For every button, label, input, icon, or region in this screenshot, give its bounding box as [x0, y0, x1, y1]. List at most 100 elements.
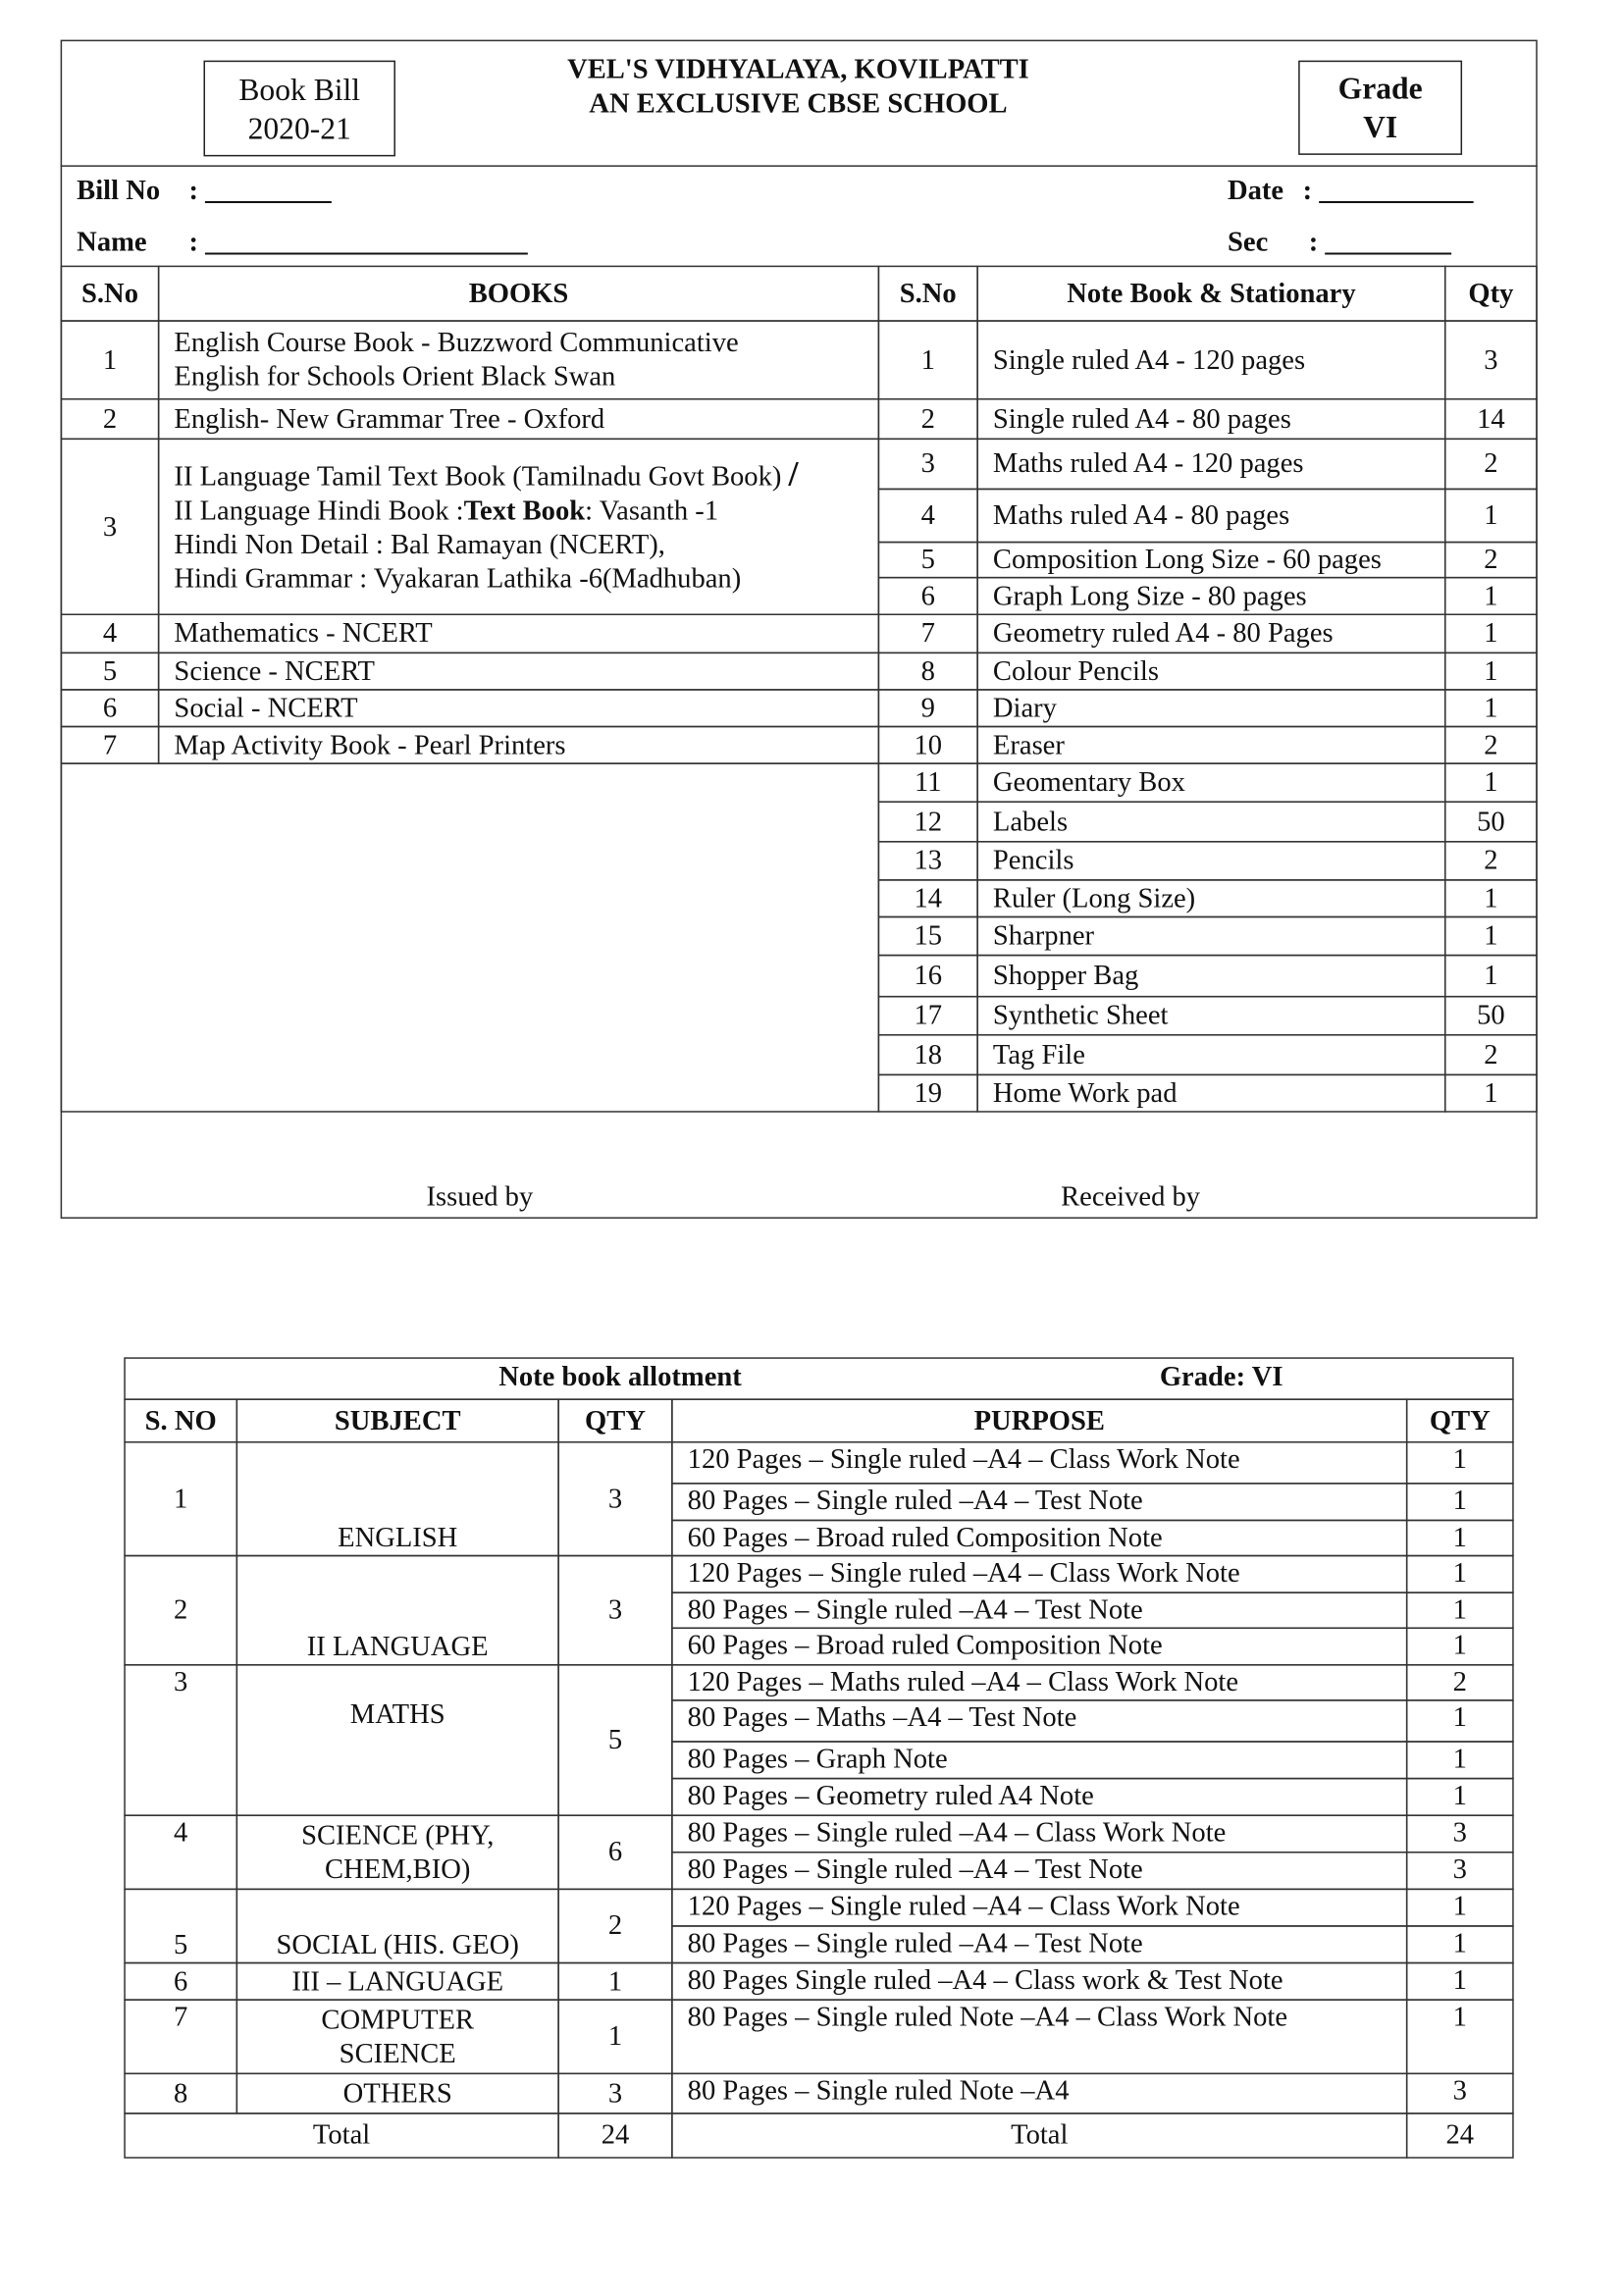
issued-by-label: Issued by [426, 1181, 534, 1213]
group-subject-text: CHEM,BIO) [325, 1853, 471, 1885]
name-field[interactable]: : _______________________ [188, 227, 528, 259]
header-qty2-text: QTY [1429, 1405, 1491, 1436]
bill-year: 2020-21 [247, 110, 351, 146]
stationery-qty: 1 [1444, 576, 1538, 616]
purpose-qty-text: 1 [1452, 2002, 1467, 2033]
stationery-qty: 2 [1444, 541, 1538, 579]
group-subject-text: COMPUTER [321, 2004, 475, 2036]
total-qty: 24 [1405, 2113, 1514, 2159]
stationery-qty-text: 50 [1477, 1000, 1505, 1032]
book-sno: 2 [60, 397, 160, 441]
purpose-text: 120 Pages – Single ruled –A4 – Class Wor… [687, 1557, 1240, 1590]
purpose-qty: 2 [1405, 1664, 1514, 1701]
school-header: VEL'S VIDHYALAYA, KOVILPATTI AN EXCLUSIV… [443, 53, 1154, 121]
purpose-qty: 1 [1405, 1592, 1514, 1629]
purpose-text: 80 Pages – Single ruled –A4 – Test Note [687, 1594, 1143, 1626]
allotment-title: Note book allotment [498, 1360, 886, 1397]
date-field[interactable]: : ___________ [1302, 175, 1474, 207]
separator: / [788, 454, 799, 494]
stationery-item-text: Maths ruled A4 - 80 pages [992, 499, 1290, 532]
header-purpose: PURPOSE [671, 1398, 1408, 1443]
book-line-text: II Language Tamil Text Book (Tamilnadu G… [174, 460, 782, 493]
stationery-qty: 1 [1444, 879, 1538, 918]
stationery-item-text: Sharpner [992, 920, 1095, 952]
purpose: 120 Pages – Single ruled –A4 – Class Wor… [671, 1441, 1408, 1485]
purpose-qty-text: 1 [1452, 1557, 1467, 1590]
stationery-sno: 2 [877, 397, 978, 441]
stationery-qty-text: 50 [1477, 806, 1505, 838]
purpose-qty-text: 1 [1452, 1702, 1467, 1734]
total-qty-text: 24 [601, 2119, 630, 2152]
group-subject: ENGLISH [236, 1441, 559, 1557]
stationery-sno: 18 [877, 1034, 978, 1076]
grade-label: Grade [1337, 71, 1423, 107]
header-qty-text: QTY [585, 1405, 646, 1436]
purpose: 80 Pages – Single ruled –A4 – Test Note [671, 1925, 1408, 1964]
stationery-item: Synthetic Sheet [976, 995, 1446, 1036]
stationery-qty-text: 2 [1484, 448, 1498, 480]
stationery-qty: 1 [1444, 954, 1538, 998]
purpose-text: 80 Pages – Single ruled –A4 – Test Note [687, 1486, 1143, 1517]
group-qty-text: 6 [607, 1836, 623, 1868]
stationery-qty: 2 [1444, 841, 1538, 881]
bill-no-field[interactable]: : _________ [188, 175, 332, 207]
stationery-sno-text: 8 [920, 655, 935, 687]
purpose: 120 Pages – Single ruled –A4 – Class Wor… [671, 1554, 1408, 1593]
stationery-item: Geomentary Box [976, 762, 1446, 803]
group-qty-text: 3 [607, 1483, 623, 1515]
empty-area [60, 762, 880, 1113]
total-qty-text: 24 [1445, 2119, 1475, 2152]
divider [60, 165, 1538, 167]
stationery-item: Graph Long Size - 80 pages [976, 576, 1446, 616]
purpose-qty: 3 [1405, 2072, 1514, 2114]
school-tagline: AN EXCLUSIVE CBSE SCHOOL [589, 88, 1008, 120]
book-line: II Language Tamil Text Book (Tamilnadu G… [174, 454, 799, 494]
purpose-text: 80 Pages – Single ruled –A4 – Test Note [687, 1928, 1143, 1959]
bill-title: Book Bill [238, 71, 361, 108]
header-purpose-text: PURPOSE [973, 1405, 1105, 1436]
book-title: II Language Tamil Text Book (Tamilnadu G… [157, 438, 880, 616]
purpose-qty-text: 2 [1452, 1667, 1467, 1698]
stationery-item-text: Diary [992, 692, 1057, 724]
group-sno-text: 1 [174, 1483, 188, 1515]
stationery-item: Tag File [976, 1034, 1446, 1076]
group-qty-text: 2 [607, 1910, 623, 1942]
book-sno: 5 [60, 652, 160, 691]
stationery-sno: 16 [877, 954, 978, 998]
book-title: English- New Grammar Tree - Oxford [157, 397, 880, 441]
stationery-sno: 5 [877, 541, 978, 579]
stationery-sno-text: 7 [920, 618, 935, 650]
purpose-text: 120 Pages – Maths ruled –A4 – Class Work… [687, 1667, 1239, 1698]
group-sno-text: 7 [174, 2002, 188, 2033]
stationery-qty: 50 [1444, 995, 1538, 1036]
group-qty: 1 [557, 1961, 673, 2001]
stationery-sno: 8 [877, 652, 978, 691]
purpose-text: 80 Pages – Single ruled Note –A4 – Class… [687, 2002, 1288, 2033]
group-sno-text: 4 [174, 1817, 188, 1850]
book-sno: 3 [60, 438, 160, 616]
stationery-sno: 15 [877, 915, 978, 957]
stationery-item-text: Colour Pencils [992, 655, 1159, 687]
book-sno-text: 5 [102, 655, 118, 687]
received-by-label: Received by [1061, 1181, 1201, 1213]
stationery-qty: 1 [1444, 915, 1538, 957]
stationery-sno-text: 9 [920, 692, 935, 724]
stationery-sno: 4 [877, 488, 978, 544]
bill-no-label: Bill No [77, 175, 161, 207]
stationery-sno: 19 [877, 1073, 978, 1113]
purpose-text: 120 Pages – Single ruled –A4 – Class Wor… [687, 1444, 1240, 1476]
stationery-qty: 1 [1444, 1073, 1538, 1113]
sec-field[interactable]: : _________ [1308, 227, 1451, 259]
group-subject: SCIENCE (PHY, CHEM,BIO) [236, 1814, 559, 1891]
purpose: 60 Pages – Broad ruled Composition Note [671, 1519, 1408, 1557]
stationery-sno: 17 [877, 995, 978, 1036]
book-title-text: Science - NCERT [174, 655, 375, 687]
header-item-text: Note Book & Stationary [1067, 278, 1356, 310]
header-books-text: BOOKS [468, 278, 569, 310]
book-sno: 4 [60, 613, 160, 654]
stationery-item-text: Graph Long Size - 80 pages [992, 580, 1307, 612]
purpose: 80 Pages – Single ruled –A4 – Test Note [671, 1592, 1408, 1629]
stationery-item: Maths ruled A4 - 80 pages [976, 488, 1446, 544]
stationery-qty: 1 [1444, 762, 1538, 803]
